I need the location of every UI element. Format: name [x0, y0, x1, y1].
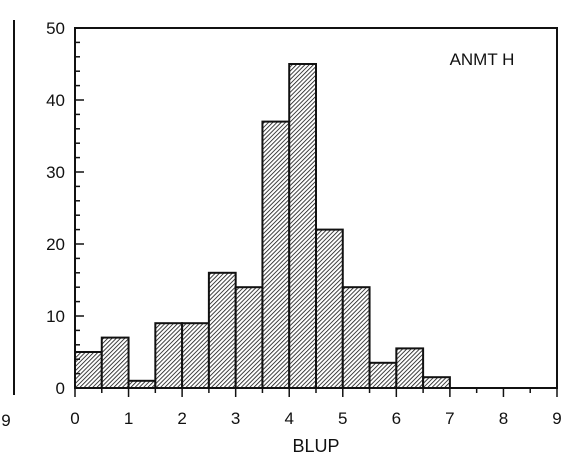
- x-tick-label: 2: [177, 409, 186, 428]
- y-tick-label: 10: [46, 307, 65, 326]
- histogram-bar: [368, 361, 398, 389]
- x-axis-label: BLUP: [292, 436, 339, 456]
- histogram-bar: [207, 271, 237, 389]
- histogram-bar: [100, 336, 130, 390]
- histogram-bar: [315, 228, 344, 389]
- annotation-label: ANMT H: [450, 50, 515, 69]
- histogram-bar: [261, 120, 291, 389]
- x-tick-label: 5: [338, 409, 347, 428]
- histogram-bar: [154, 322, 184, 390]
- histogram-bar: [395, 347, 425, 389]
- axes-group: 0 1 2 3 4 5 6 7 8 9 0 10 20 30 40 50: [46, 19, 562, 428]
- y-tick-label: 30: [46, 163, 65, 182]
- y-tick-label: 40: [46, 91, 65, 110]
- histogram-bar: [234, 286, 264, 390]
- histogram-bar: [127, 379, 157, 389]
- adjacent-panel-tick-label: 9: [1, 411, 10, 430]
- x-tick-label: 7: [445, 409, 454, 428]
- x-tick-label: 6: [392, 409, 401, 428]
- y-tick-label: 0: [56, 379, 65, 398]
- histogram-bar: [288, 63, 318, 389]
- x-tick-label: 1: [124, 409, 133, 428]
- x-tick-label: 8: [499, 409, 508, 428]
- histogram-bar: [74, 351, 103, 389]
- y-tick-label: 20: [46, 235, 65, 254]
- bars-group: [74, 63, 451, 390]
- histogram-bar: [422, 376, 451, 390]
- x-tick-label: 3: [231, 409, 240, 428]
- y-tick-label: 50: [46, 19, 65, 38]
- histogram-bar: [341, 286, 371, 390]
- x-tick-label: 9: [552, 409, 561, 428]
- x-tick-label: 0: [70, 409, 79, 428]
- histogram-bar: [181, 322, 210, 390]
- x-tick-label: 4: [284, 409, 293, 428]
